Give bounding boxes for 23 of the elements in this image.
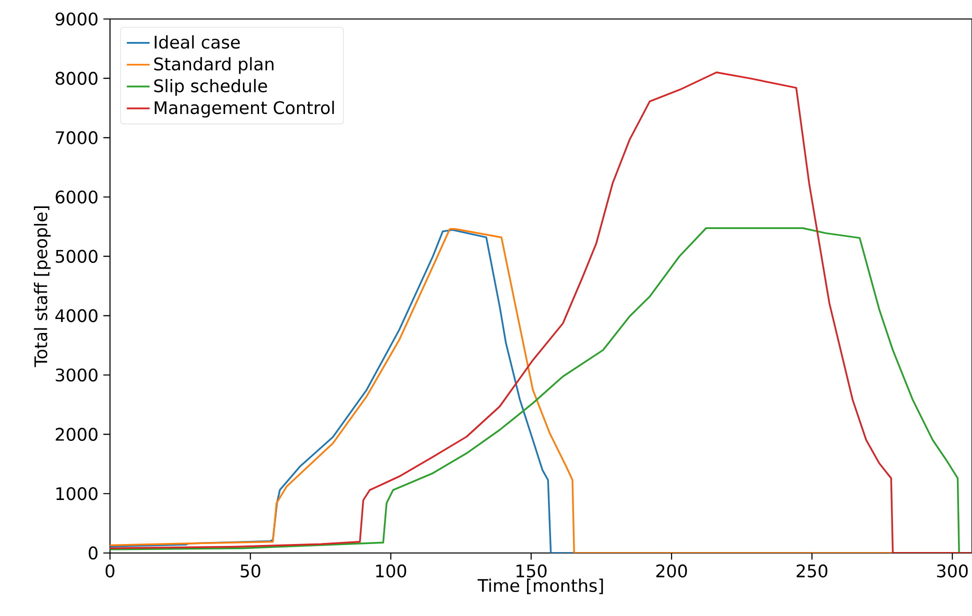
x-tick-label: 150	[516, 564, 547, 578]
legend-label: Standard plan	[154, 57, 274, 74]
legend-label: Slip schedule	[154, 78, 268, 96]
y-tick-label: 4000	[55, 309, 98, 322]
x-tick-label: 0	[106, 564, 114, 578]
y-tick-label: 9000	[56, 12, 98, 26]
y-axis-title: Total staff [people]	[34, 206, 51, 368]
y-tick-label: 8000	[56, 72, 98, 85]
x-axis-title: Time [months]	[478, 578, 603, 594]
x-tick-label: 300	[937, 564, 968, 578]
y-tick-label: 6000	[56, 190, 98, 204]
x-tick-label: 200	[656, 564, 687, 578]
legend-label: Ideal case	[154, 35, 240, 49]
x-tick-label: 100	[376, 564, 406, 578]
legend-label: Management Control	[154, 100, 334, 118]
y-tick-label: 1000	[56, 487, 98, 500]
y-tick-label: 0	[88, 546, 98, 560]
x-tick-label: 250	[796, 564, 828, 578]
x-tick-label: 50	[240, 564, 260, 578]
y-tick-label: 7000	[56, 131, 98, 144]
y-tick-label: 5000	[56, 250, 98, 263]
y-tick-label: 3000	[56, 368, 98, 382]
y-tick-label: 2000	[56, 428, 98, 441]
